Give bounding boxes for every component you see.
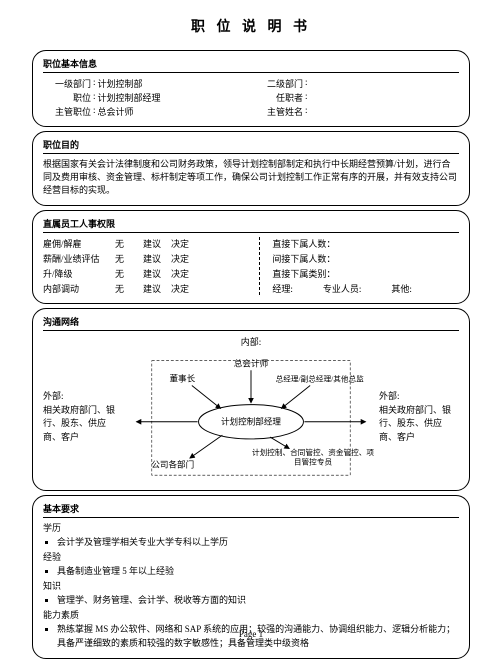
hr-item-label: 薪酬/业绩评估: [43, 252, 115, 265]
basic-row: 职位: 计划控制部经理: [43, 91, 247, 104]
node-bottom-right: 计划控制、合同管控、资金管控、项目管控专员: [251, 449, 375, 467]
hr-right-cell: 经理:: [272, 282, 293, 295]
node-top: 总会计师: [234, 358, 269, 369]
page-title: 职 位 说 明 书: [0, 0, 502, 46]
sep: :: [305, 91, 308, 104]
hr-right-line: 间接下属人数：: [272, 252, 459, 265]
hr-table: 雇佣/解雇 无 建议 决定 薪酬/业绩评估 无 建议 决定 升/降级 无 建议 …: [43, 237, 459, 295]
hr-right-line: 直接下属类别：: [272, 267, 459, 280]
network-box: 沟通网络 内部: 外部: 相关政府部门、银行、股东、供应商、客户 计划控制部经理…: [32, 308, 470, 491]
network-right-side: 外部: 相关政府部门、银行、股东、供应商、客户: [379, 390, 459, 444]
req-edu-item: 会计学及管理学相关专业大学专科以上学历: [57, 536, 459, 549]
hr-box: 直属员工人事权限 雇佣/解雇 无 建议 决定 薪酬/业绩评估 无 建议 决定 升…: [32, 210, 470, 304]
hr-cell: 决定: [171, 267, 199, 280]
basic-label: 一级部门: [43, 77, 91, 90]
hr-cell: 建议: [143, 282, 171, 295]
hr-cell: 建议: [143, 252, 171, 265]
network-right-text: 相关政府部门、银行、股东、供应商、客户: [379, 404, 459, 445]
hr-cell: 无: [115, 237, 143, 250]
network-left-label: 外部:: [43, 390, 123, 404]
purpose-text: 根据国家有关会计法律制度和公司财务政策，领导计划控制部制定和执行中长期经营预算/…: [43, 158, 459, 197]
hr-cell: 决定: [171, 237, 199, 250]
hr-right-split: 经理: 专业人员: 其他:: [272, 282, 459, 295]
sep: :: [93, 105, 96, 118]
hr-right-cell: 其他:: [391, 282, 412, 295]
hr-right-line: 直接下属人数：: [272, 237, 459, 250]
basic-row: 主管职位: 总会计师: [43, 105, 247, 118]
hr-cell: 无: [115, 282, 143, 295]
basic-row: 二级部门:: [255, 77, 459, 90]
req-exp-label: 经验: [43, 551, 459, 564]
hr-cell: 决定: [171, 282, 199, 295]
basic-label: 任职者: [255, 91, 303, 104]
network-diagram: 计划控制部经理 总会计师 董事长 总经理/副总经理/其他总监 公司各部门 计划控…: [127, 352, 375, 482]
hr-cell: 建议: [143, 267, 171, 280]
hr-cell: 决定: [171, 252, 199, 265]
req-edu-label: 学历: [43, 522, 459, 535]
basic-value: 总会计师: [98, 105, 134, 118]
basic-info-box: 职位基本信息 一级部门: 计划控制部 二级部门: 职位: 计划控制部经理 任职者…: [32, 50, 470, 127]
network-left-side: 外部: 相关政府部门、银行、股东、供应商、客户: [43, 390, 123, 444]
network-inner-label: 内部:: [43, 335, 459, 348]
node-top-right: 总经理/副总经理/其他总监: [276, 374, 364, 384]
hr-item-label: 升/降级: [43, 267, 115, 280]
basic-label: 二级部门: [255, 77, 303, 90]
network-left-text: 相关政府部门、银行、股东、供应商、客户: [43, 404, 123, 445]
purpose-heading: 职位目的: [43, 138, 459, 154]
node-center: 计划控制部经理: [221, 416, 281, 427]
basic-label: 职位: [43, 91, 91, 104]
hr-right-cell: 专业人员:: [323, 282, 362, 295]
basic-grid: 一级部门: 计划控制部 二级部门: 职位: 计划控制部经理 任职者: 主管职位:…: [43, 77, 459, 118]
hr-cell: 无: [115, 252, 143, 265]
req-know-item: 管理学、财务管理、会计学、税收等方面的知识: [57, 594, 459, 607]
basic-heading: 职位基本信息: [43, 57, 459, 73]
basic-label: 主管职位: [43, 105, 91, 118]
hr-item-label: 雇佣/解雇: [43, 237, 115, 250]
hr-item-label: 内部调动: [43, 282, 115, 295]
network-right-label: 外部:: [379, 390, 459, 404]
hr-cell: 建议: [143, 237, 171, 250]
node-bottom-left: 公司各部门: [151, 459, 194, 470]
node-top-left: 董事长: [169, 373, 195, 384]
basic-row: 一级部门: 计划控制部: [43, 77, 247, 90]
basic-value: 计划控制部经理: [98, 91, 161, 104]
hr-heading: 直属员工人事权限: [43, 217, 459, 233]
network-heading: 沟通网络: [43, 315, 459, 331]
basic-value: 计划控制部: [98, 77, 143, 90]
sep: :: [305, 105, 308, 118]
hr-cell: 无: [115, 267, 143, 280]
sep: :: [305, 77, 308, 90]
requirements-heading: 基本要求: [43, 502, 459, 518]
req-exp-item: 具备制造业管理 5 年以上经验: [57, 565, 459, 578]
hr-right: 直接下属人数： 间接下属人数： 直接下属类别： 经理: 专业人员: 其他:: [259, 237, 459, 295]
hr-left: 雇佣/解雇 无 建议 决定 薪酬/业绩评估 无 建议 决定 升/降级 无 建议 …: [43, 237, 259, 295]
basic-row: 任职者:: [255, 91, 459, 104]
page-footer: Page 1: [0, 629, 502, 639]
sep: :: [93, 91, 96, 104]
purpose-box: 职位目的 根据国家有关会计法律制度和公司财务政策，领导计划控制部制定和执行中长期…: [32, 131, 470, 206]
basic-label: 主管姓名: [255, 105, 303, 118]
network-wrap: 外部: 相关政府部门、银行、股东、供应商、客户 计划控制部经理 总会计师 董事长…: [43, 352, 459, 482]
req-skill-label: 能力素质: [43, 609, 459, 622]
sep: :: [93, 77, 96, 90]
req-know-label: 知识: [43, 580, 459, 593]
basic-row: 主管姓名:: [255, 105, 459, 118]
